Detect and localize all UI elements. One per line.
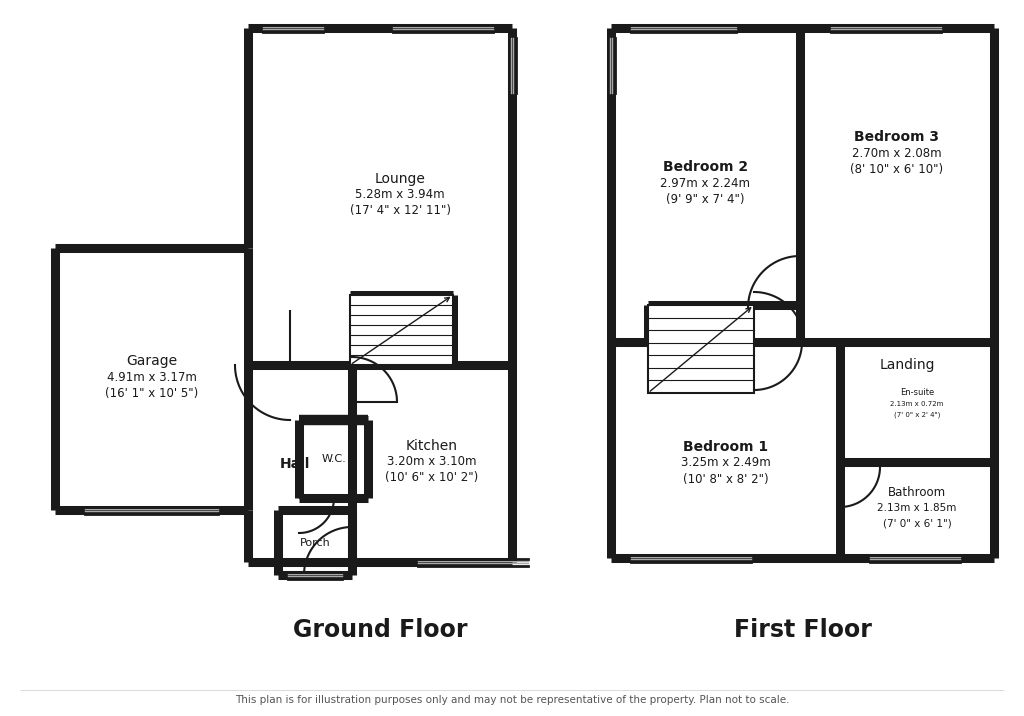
- Text: (9' 9" x 7' 4"): (9' 9" x 7' 4"): [667, 193, 744, 205]
- Text: Bedroom 1: Bedroom 1: [683, 440, 768, 454]
- Text: 2.70m x 2.08m: 2.70m x 2.08m: [852, 147, 942, 160]
- Text: First Floor: First Floor: [733, 618, 871, 642]
- Text: Porch: Porch: [300, 538, 331, 548]
- Text: Landing: Landing: [880, 358, 935, 372]
- Text: 2.97m x 2.24m: 2.97m x 2.24m: [660, 177, 751, 190]
- Text: Lounge: Lounge: [375, 172, 425, 185]
- Text: 5.28m x 3.94m: 5.28m x 3.94m: [355, 188, 444, 201]
- Text: (16' 1" x 10' 5"): (16' 1" x 10' 5"): [104, 387, 198, 400]
- Text: (7' 0" x 2' 4"): (7' 0" x 2' 4"): [894, 412, 940, 418]
- Text: Garage: Garage: [126, 354, 177, 368]
- Text: 2.13m x 0.72m: 2.13m x 0.72m: [890, 401, 944, 407]
- Text: (7' 0" x 6' 1"): (7' 0" x 6' 1"): [883, 519, 951, 529]
- Text: (10' 8" x 8' 2"): (10' 8" x 8' 2"): [683, 473, 768, 485]
- Text: 3.20m x 3.10m: 3.20m x 3.10m: [387, 455, 477, 468]
- Text: This plan is for illustration purposes only and may not be representative of the: This plan is for illustration purposes o…: [234, 695, 790, 705]
- Text: Bathroom: Bathroom: [888, 485, 946, 498]
- Bar: [648, 305, 754, 393]
- Text: 3.25m x 2.49m: 3.25m x 2.49m: [681, 457, 770, 470]
- Text: (10' 6" x 10' 2"): (10' 6" x 10' 2"): [385, 471, 478, 484]
- Text: W.C.: W.C.: [322, 454, 346, 464]
- Text: 4.91m x 3.17m: 4.91m x 3.17m: [106, 370, 197, 384]
- Text: (17' 4" x 12' 11"): (17' 4" x 12' 11"): [349, 204, 451, 217]
- Text: (8' 10" x 6' 10"): (8' 10" x 6' 10"): [851, 163, 943, 175]
- Bar: [350, 295, 453, 365]
- Text: 2.13m x 1.85m: 2.13m x 1.85m: [878, 503, 956, 513]
- Text: Kitchen: Kitchen: [406, 438, 458, 453]
- Text: Ground Floor: Ground Floor: [293, 618, 467, 642]
- Text: Hall: Hall: [280, 457, 310, 470]
- Text: Bedroom 3: Bedroom 3: [854, 130, 939, 144]
- Text: En-suite: En-suite: [900, 387, 934, 397]
- Text: Bedroom 2: Bedroom 2: [663, 160, 749, 174]
